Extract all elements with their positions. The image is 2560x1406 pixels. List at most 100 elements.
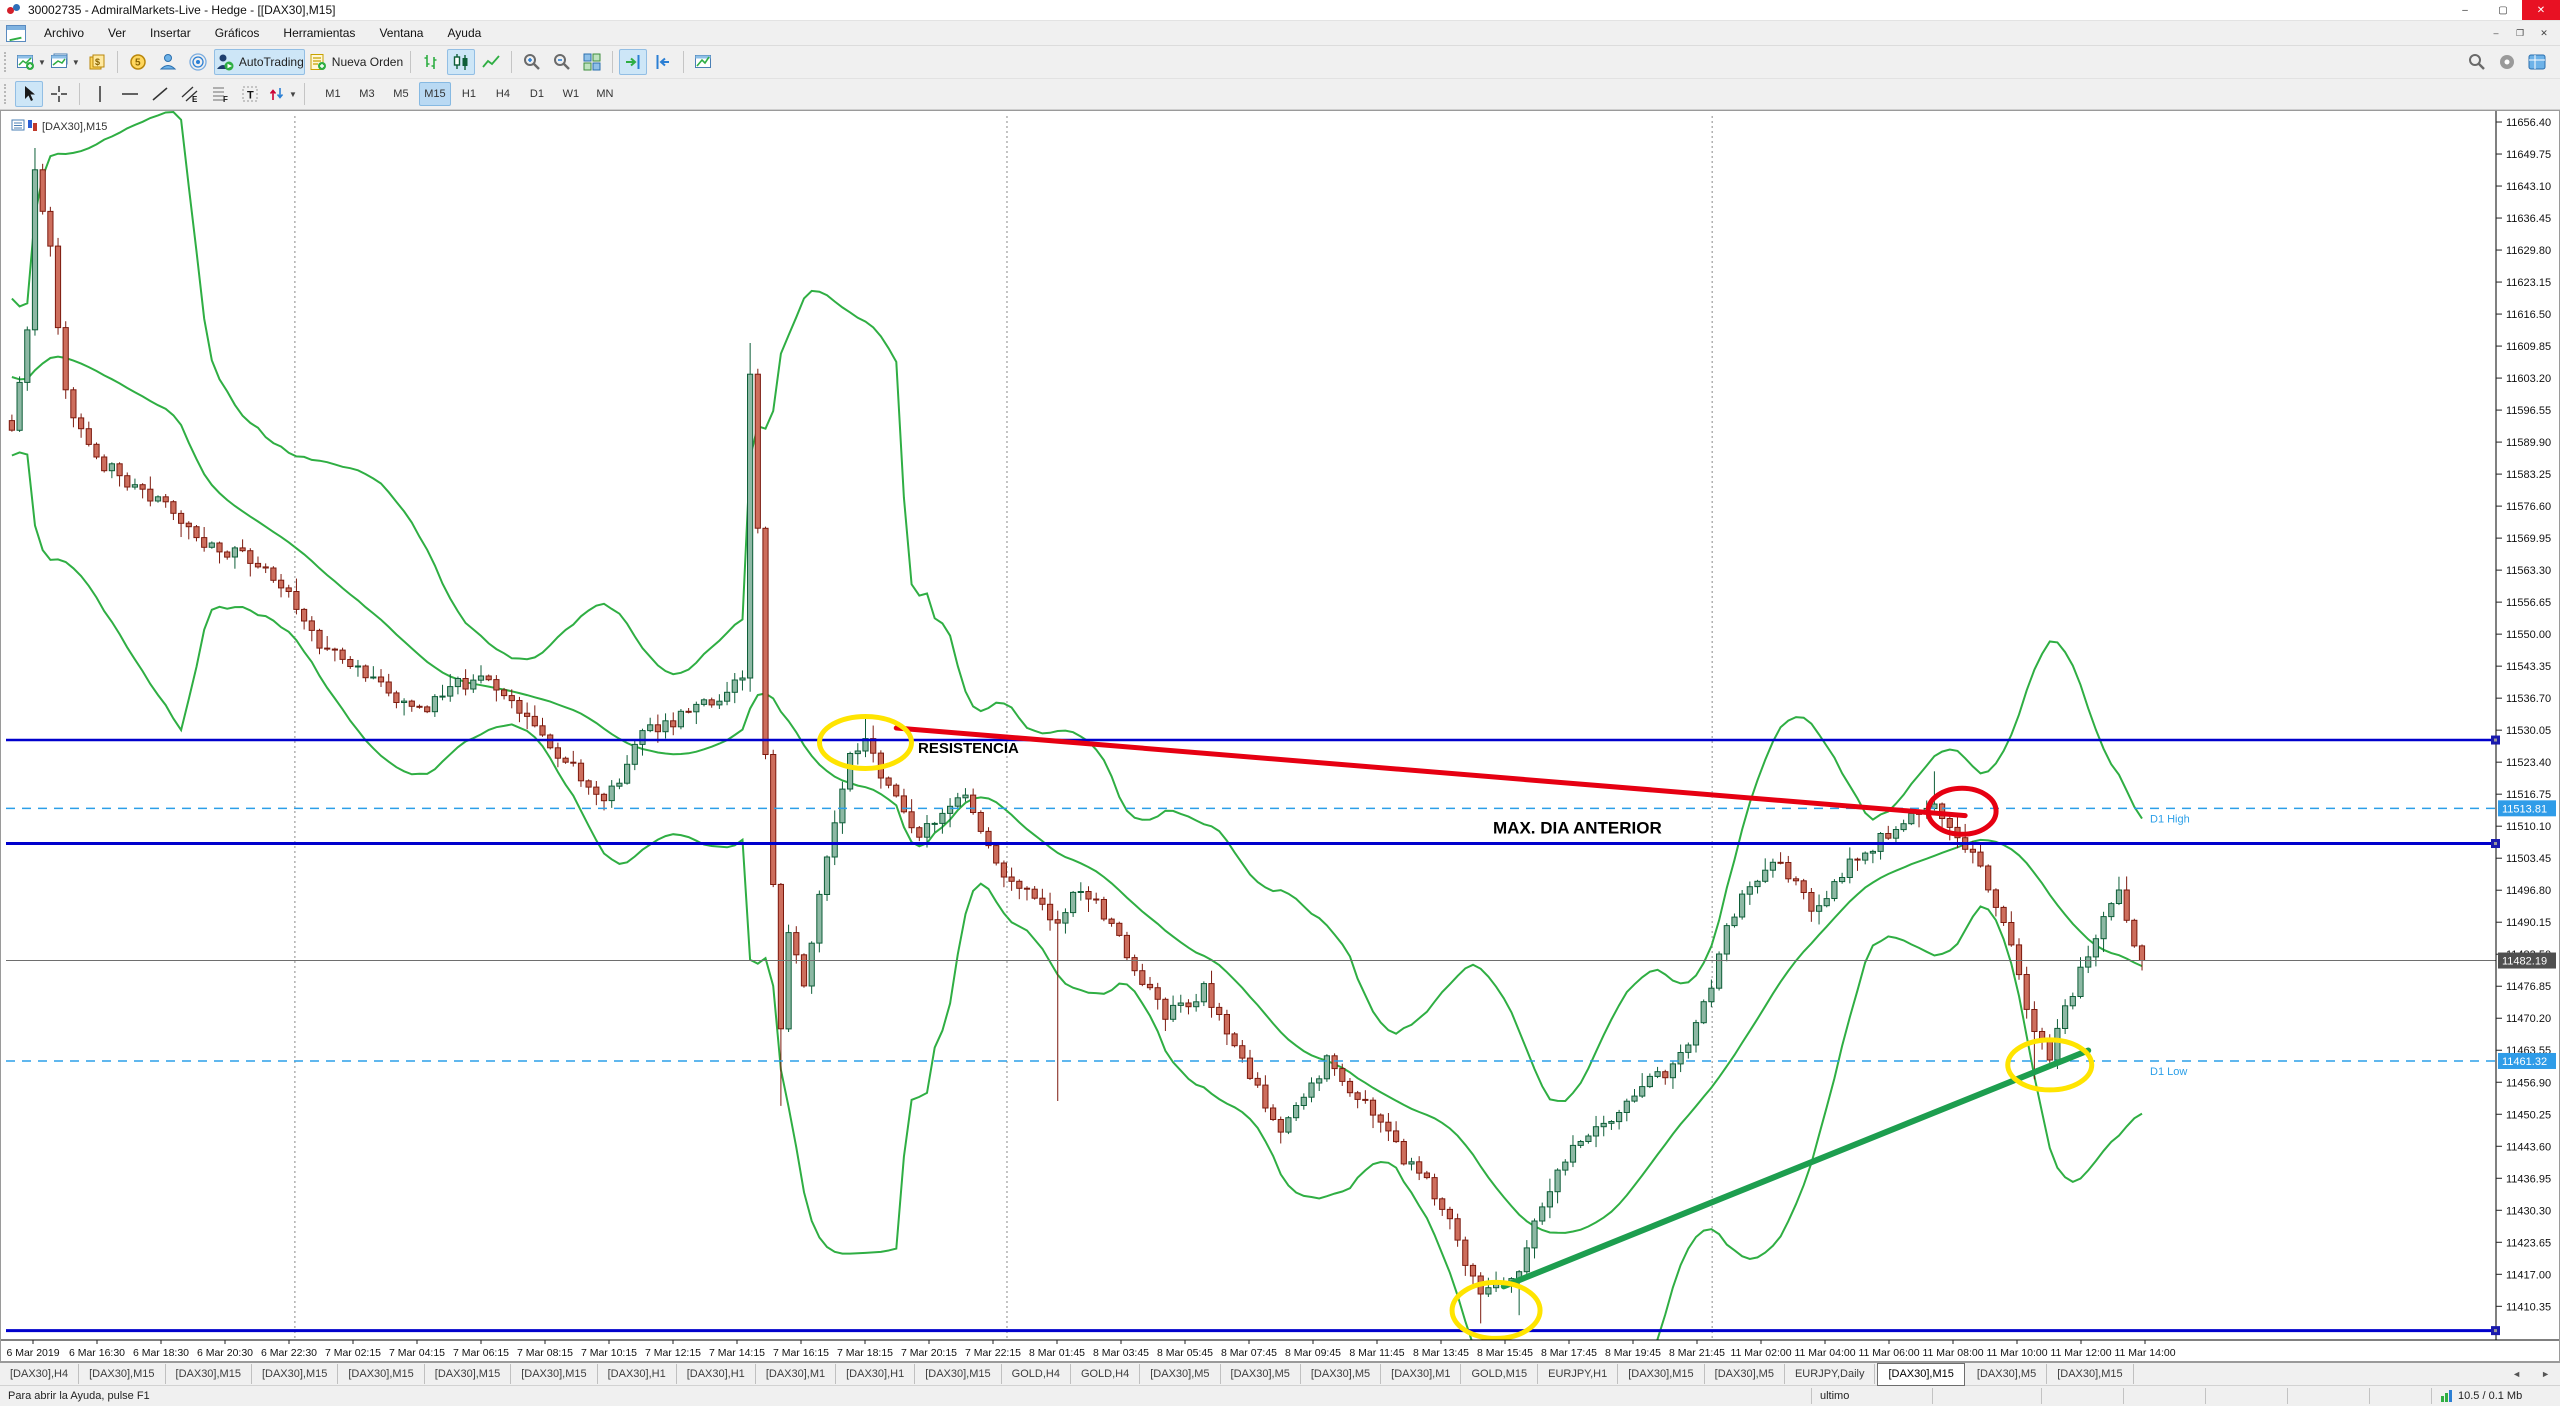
candlestick-chart[interactable]: D1 High D1 Low RESISTENCIA MAX. DIA ANTERIO… bbox=[0, 110, 2560, 1362]
menu-item-insertar[interactable]: Insertar bbox=[150, 26, 191, 40]
chart-tab[interactable]: [DAX30],M5 bbox=[1705, 1364, 1785, 1384]
status-price-mode[interactable]: ultimo bbox=[1811, 1388, 1932, 1404]
resistance-trendline[interactable] bbox=[893, 725, 1968, 819]
chart-tab[interactable]: GOLD,H4 bbox=[1002, 1364, 1071, 1384]
red-ellipse[interactable] bbox=[1925, 785, 1999, 837]
chart-tab[interactable]: GOLD,H4 bbox=[1071, 1364, 1141, 1384]
metaquotes-button[interactable] bbox=[2493, 49, 2521, 75]
menu-item-ver[interactable]: Ver bbox=[108, 26, 127, 40]
chart-window[interactable]: D1 High D1 Low RESISTENCIA MAX. DIA ANTERIO… bbox=[0, 110, 2560, 1362]
chart-tab[interactable]: [DAX30],M15 bbox=[79, 1364, 166, 1384]
yellow-ellipse-low[interactable] bbox=[1449, 1279, 1543, 1341]
timeframe-m15-button[interactable]: M15 bbox=[418, 82, 451, 106]
chart-tab[interactable]: [DAX30],M1 bbox=[1381, 1364, 1462, 1384]
line-chart-button[interactable] bbox=[477, 49, 505, 75]
chart-tab[interactable]: [DAX30],M15 bbox=[2047, 1364, 2134, 1384]
tile-windows-icon bbox=[582, 52, 602, 72]
zoom-out-button[interactable] bbox=[548, 49, 576, 75]
menu-item-herramientas[interactable]: Herramientas bbox=[283, 26, 356, 40]
chart-tab[interactable]: [DAX30],M5 bbox=[1140, 1364, 1221, 1384]
deposit-button[interactable]: 5 bbox=[124, 49, 152, 75]
svg-text:8 Mar 07:45: 8 Mar 07:45 bbox=[1221, 1347, 1277, 1359]
chart-tab[interactable]: [DAX30],M5 bbox=[1221, 1364, 1301, 1384]
toolbar-grip[interactable] bbox=[4, 84, 11, 104]
trendline-button[interactable] bbox=[146, 81, 174, 107]
fibonacci-button[interactable]: F bbox=[206, 81, 234, 107]
tab-scroll-right-icon[interactable]: ► bbox=[2541, 1369, 2550, 1379]
chart-tab[interactable]: [DAX30],M15 bbox=[425, 1364, 512, 1384]
chevron-down-icon[interactable]: ▼ bbox=[289, 89, 297, 99]
yellow-ellipse-resistencia[interactable] bbox=[816, 713, 914, 771]
close-button[interactable]: ✕ bbox=[2522, 0, 2560, 20]
chart-tab[interactable]: [DAX30],M15 bbox=[252, 1364, 339, 1384]
timeframe-h1-button[interactable]: H1 bbox=[461, 88, 476, 100]
chevron-down-icon[interactable]: ▼ bbox=[38, 57, 46, 67]
chart-tab[interactable]: [DAX30],M5 bbox=[1301, 1364, 1382, 1384]
chart-tab[interactable]: [DAX30],M5 bbox=[1967, 1364, 2048, 1384]
timeframe-mn-button[interactable]: MN bbox=[596, 88, 614, 100]
menu-item-archivo[interactable]: Archivo bbox=[44, 26, 85, 40]
chart-tab[interactable]: [DAX30],M15 bbox=[1618, 1364, 1705, 1384]
chart-tab[interactable]: [DAX30],M15 bbox=[915, 1364, 1002, 1384]
maximize-button[interactable]: ▢ bbox=[2498, 4, 2508, 16]
cursor-button[interactable] bbox=[15, 81, 43, 107]
new-chart-button[interactable]: ▼ bbox=[15, 49, 47, 75]
resistencia-label[interactable]: RESISTENCIA bbox=[918, 740, 1019, 757]
chart-tab[interactable]: [DAX30],M1 bbox=[756, 1364, 837, 1384]
timeframe-m3-button[interactable]: M3 bbox=[359, 88, 375, 100]
chevron-down-icon[interactable]: ▼ bbox=[71, 57, 80, 67]
d1-high-label: D1 High bbox=[2150, 813, 2190, 825]
timeframe-m5-button[interactable]: M5 bbox=[393, 88, 409, 100]
chart-tab[interactable]: [DAX30],H1 bbox=[836, 1364, 916, 1384]
chart-tab-active[interactable]: [DAX30],M15 bbox=[1877, 1362, 1965, 1386]
auto-scroll-button[interactable] bbox=[619, 49, 648, 75]
community-button[interactable] bbox=[154, 49, 182, 75]
equidistant-channel-button[interactable]: E bbox=[176, 81, 204, 107]
timeframe-d1-button[interactable]: D1 bbox=[529, 88, 544, 100]
chart-tab[interactable]: [DAX30],M15 bbox=[166, 1364, 252, 1384]
menu-item-ayuda[interactable]: Ayuda bbox=[447, 26, 482, 40]
chart-tab[interactable]: [DAX30],M15 bbox=[511, 1364, 598, 1384]
text-button[interactable]: T bbox=[236, 81, 264, 107]
chart-tab[interactable]: EURJPY,H1 bbox=[1538, 1364, 1619, 1384]
max-dia-anterior-label[interactable]: MAX. DIA ANTERIOR bbox=[1493, 818, 1662, 837]
mdi-close-button[interactable]: ✕ bbox=[2540, 27, 2548, 38]
panel-button[interactable] bbox=[2523, 49, 2551, 75]
chart-tab[interactable]: [DAX30],H1 bbox=[598, 1364, 677, 1384]
candles-chart-button[interactable] bbox=[447, 49, 476, 75]
new-order-button[interactable]: Nueva Orden bbox=[307, 49, 404, 75]
signals-button[interactable] bbox=[184, 49, 212, 75]
svg-text:6 Mar 2019: 6 Mar 2019 bbox=[6, 1347, 59, 1359]
chart-tab[interactable]: [DAX30],H1 bbox=[677, 1364, 756, 1384]
mdi-minimize-button[interactable]: – bbox=[2493, 28, 2499, 38]
bars-chart-button[interactable] bbox=[417, 49, 445, 75]
yellow-ellipse-d1low[interactable] bbox=[2005, 1037, 2095, 1093]
search-button[interactable] bbox=[2463, 49, 2491, 75]
chart-tab[interactable]: EURJPY,Daily bbox=[1785, 1364, 1876, 1384]
crosshair-button[interactable] bbox=[45, 81, 73, 107]
minimize-button[interactable]: – bbox=[2462, 4, 2468, 16]
zoom-in-button[interactable] bbox=[518, 49, 546, 75]
toolbar-grip[interactable] bbox=[4, 52, 11, 72]
support-trendline[interactable] bbox=[1500, 1047, 2092, 1290]
menu-item-graficos[interactable]: Gráficos bbox=[214, 26, 260, 40]
vertical-line-button[interactable] bbox=[86, 81, 114, 107]
mdi-restore-button[interactable]: ❐ bbox=[2515, 27, 2525, 38]
timeframe-w1-button[interactable]: W1 bbox=[562, 88, 580, 100]
chart-shift-button[interactable] bbox=[649, 49, 677, 75]
profiles-button[interactable]: ▼ bbox=[49, 49, 81, 75]
autotrading-button[interactable]: AutoTrading bbox=[213, 49, 305, 75]
chart-template-button[interactable] bbox=[690, 49, 718, 75]
arrows-button[interactable]: ▼ bbox=[266, 81, 298, 107]
chart-tab[interactable]: [DAX30],H4 bbox=[0, 1364, 80, 1384]
timeframe-h4-button[interactable]: H4 bbox=[495, 88, 510, 100]
chart-symbol-label: [DAX30],M15 bbox=[11, 119, 107, 133]
horizontal-line-button[interactable] bbox=[116, 81, 144, 107]
market-watch-button[interactable]: $ bbox=[83, 49, 111, 75]
menu-item-ventana[interactable]: Ventana bbox=[379, 26, 424, 40]
tile-windows-button[interactable] bbox=[578, 49, 606, 75]
timeframe-m1-button[interactable]: M1 bbox=[325, 88, 341, 100]
chart-tab[interactable]: [DAX30],M15 bbox=[338, 1364, 425, 1384]
chart-tab[interactable]: GOLD,M15 bbox=[1461, 1364, 1539, 1384]
tab-scroll-left-icon[interactable]: ◄ bbox=[2512, 1369, 2522, 1379]
